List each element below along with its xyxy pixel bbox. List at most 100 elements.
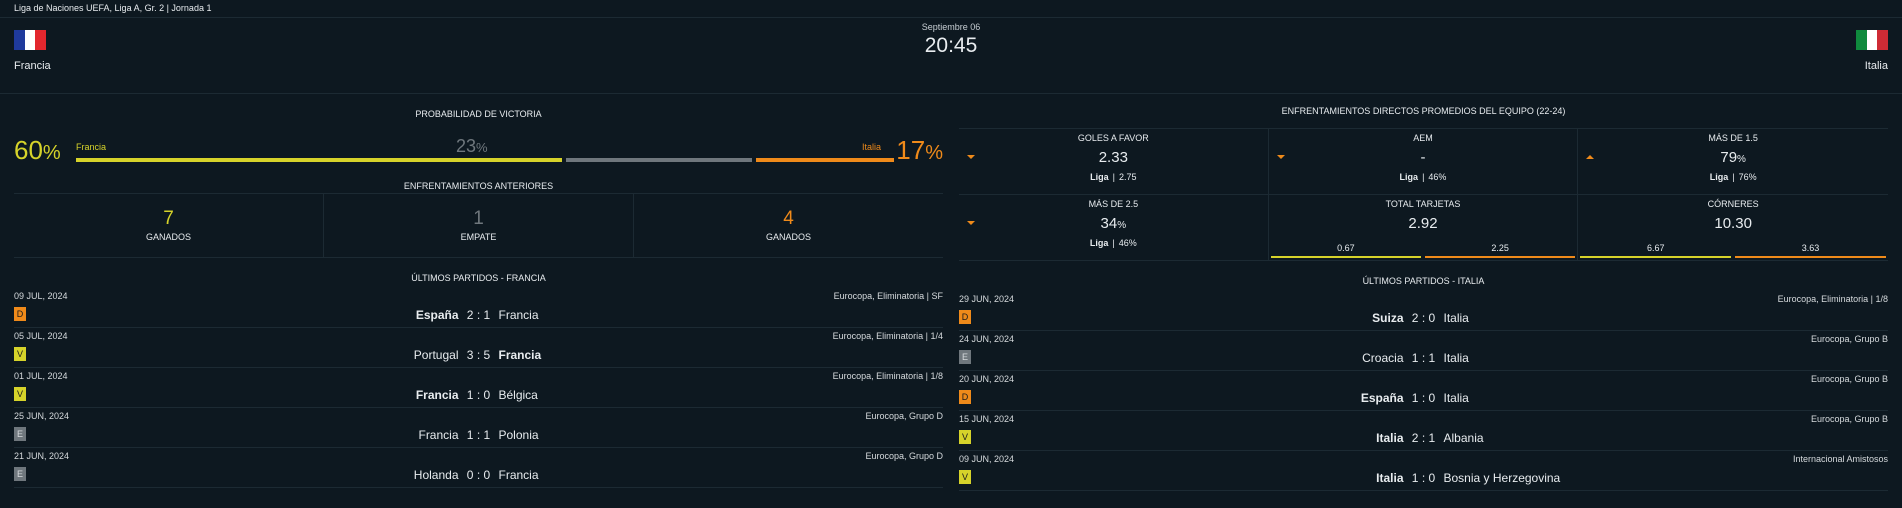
away-prob-bar [756,158,894,162]
team-2: Bosnia y Herzegovina [1443,471,1561,485]
score-1: 1 [1411,351,1419,365]
away-team[interactable]: Italia [1856,30,1889,72]
team-1: Portugal [413,348,459,362]
match-row[interactable]: 24 JUN, 2024 Eurocopa, Grupo B E Croacia 1 :… [959,331,1888,371]
team-2: Bélgica [498,388,538,402]
match-competition: Eurocopa, Eliminatoria | SF [833,291,943,301]
match-row[interactable]: 05 JUL, 2024 Eurocopa, Eliminatoria | 1/4… [14,328,943,368]
match-row[interactable]: 09 JUL, 2024 Eurocopa, Eliminatoria | SF D… [14,288,943,328]
stat-title: TOTAL TARJETAS [1385,199,1461,209]
score-2: 0 [483,388,491,402]
league-average: Liga | 46% [959,238,1268,248]
score: 2 : 1 [459,308,499,322]
league-value: 2.75 [1118,172,1137,182]
match-date: 09 JUN, 2024 [959,454,1015,464]
score-line: Francia 1 : 1 Polonia [14,428,943,442]
match-time: 20:45 [924,34,978,57]
match-row[interactable]: 25 JUN, 2024 Eurocopa, Grupo D E Francia 1 :… [14,408,943,448]
stat-corneres[interactable]: CÓRNERES 10.30 6.67 3.63 [1578,195,1888,261]
match-row[interactable]: 15 JUN, 2024 Eurocopa, Grupo B V Italia 2 : … [959,411,1888,451]
kickoff: Septiembre 06 20:45 [922,22,981,58]
match-row[interactable]: 09 JUN, 2024 Internacional Amistosos V Ital… [959,451,1888,491]
home-prob-label: Francia [76,142,107,152]
score: 1 : 1 [1404,351,1444,365]
score-2: 1 [483,428,491,442]
separator: | [1112,238,1115,248]
separator: | [1422,172,1425,182]
match-date: 24 JUN, 2024 [959,334,1015,344]
team-1: Croacia [1362,351,1404,365]
score-2: 0 [483,468,491,482]
home-team-name: Francia [14,60,51,72]
away-last-matches-title: ÚLTIMOS PARTIDOS - ITALIA [1362,276,1485,286]
stat-number: 79 [1720,149,1738,166]
competition-label[interactable]: Liga de Naciones UEFA, Liga A, Gr. 2 | J… [14,3,212,13]
home-win-pct: 60% [14,135,61,165]
separator: | [1732,172,1735,182]
match-competition: Eurocopa, Grupo B [1810,374,1888,384]
score-1: 1 [466,428,474,442]
away-split: 3.63 [1735,243,1886,258]
team-2: Italia [1443,351,1469,365]
score-line: Holanda 0 : 0 Francia [14,468,943,482]
stat-title: AEM [1413,133,1433,143]
home-team[interactable]: Francia [14,30,51,72]
score: 1 : 0 [1404,391,1444,405]
match-row[interactable]: 20 JUN, 2024 Eurocopa, Grupo B D España 1 : … [959,371,1888,411]
match-date: 05 JUL, 2024 [14,331,68,341]
home-prob-bar [76,158,562,162]
match-date: 01 JUL, 2024 [14,371,68,381]
previous-meetings: 7 GANADOS 1 EMPATE 4 GANADOS [14,194,943,258]
match-date: 20 JUN, 2024 [959,374,1015,384]
result-badge: D [959,390,971,404]
stat-total-tarjetas[interactable]: TOTAL TARJETAS 2.92 0.67 2.25 [1268,195,1579,261]
stat-mas-de-2-5[interactable]: MÁS DE 2.5 34% Liga | 46% [959,195,1269,261]
home-last-matches: 09 JUL, 2024 Eurocopa, Eliminatoria | SF D… [14,288,943,488]
score-separator: : [1418,431,1429,445]
stat-value: 79% [1578,149,1888,166]
score-2: 0 [1428,391,1436,405]
match-row[interactable]: 01 JUL, 2024 Eurocopa, Eliminatoria | 1/8… [14,368,943,408]
previous-meetings-title: ENFRENTAMIENTOS ANTERIORES [14,178,943,194]
stat-title: GOLES A FAVOR [1077,133,1149,143]
score-separator: : [473,388,484,402]
score-line: España 1 : 0 Italia [959,391,1888,405]
draw-prob-bar [566,158,753,162]
match-row[interactable]: 21 JUN, 2024 Eurocopa, Grupo D E Holanda 0 :… [14,448,943,488]
stat-mas-de-1-5[interactable]: MÁS DE 1.5 79% Liga | 76% [1578,129,1888,195]
result-badge: V [14,347,26,361]
stat-goles-a-favor[interactable]: GOLES A FAVOR 2.33 Liga | 2.75 [959,129,1269,195]
stat-aem[interactable]: AEM - Liga | 46% [1268,129,1579,195]
score-line: Italia 2 : 1 Albania [959,431,1888,445]
stat-value: 34% [959,215,1268,232]
score-separator: : [1418,311,1429,325]
score-line: Francia 1 : 0 Bélgica [14,388,943,402]
score-separator: : [473,348,484,362]
result-badge: V [959,470,971,484]
score-line: Croacia 1 : 1 Italia [959,351,1888,365]
score-2: 1 [1428,351,1436,365]
league-value: 76% [1738,172,1757,182]
match-competition: Eurocopa, Eliminatoria | 1/8 [1777,294,1888,304]
result-badge: V [959,430,971,444]
team-2: Francia [498,348,542,362]
stat-title: MÁS DE 2.5 [1088,199,1139,209]
win-probability-title: PROBABILIDAD DE VICTORIA [415,109,542,119]
score-separator: : [1418,471,1429,485]
league-average: Liga | 46% [1269,172,1578,182]
match-competition: Eurocopa, Grupo D [865,411,943,421]
away-team-name: Italia [1864,60,1888,72]
score: 2 : 1 [1404,431,1444,445]
league-average: Liga | 76% [1578,172,1888,182]
team-1: Holanda [413,468,459,482]
team-1: España [415,308,459,322]
result-badge: E [959,350,971,364]
team-1: Francia [415,388,459,402]
away-prob-label: Italia [861,142,881,152]
result-badge: E [14,427,26,441]
match-date: 09 JUL, 2024 [14,291,68,301]
away-wins: 4 GANADOS [765,208,811,242]
score-2: 0 [1428,311,1436,325]
left-column: PROBABILIDAD DE VICTORIA 60% Francia 23%… [14,94,943,491]
match-row[interactable]: 29 JUN, 2024 Eurocopa, Eliminatoria | 1/8… [959,291,1888,331]
